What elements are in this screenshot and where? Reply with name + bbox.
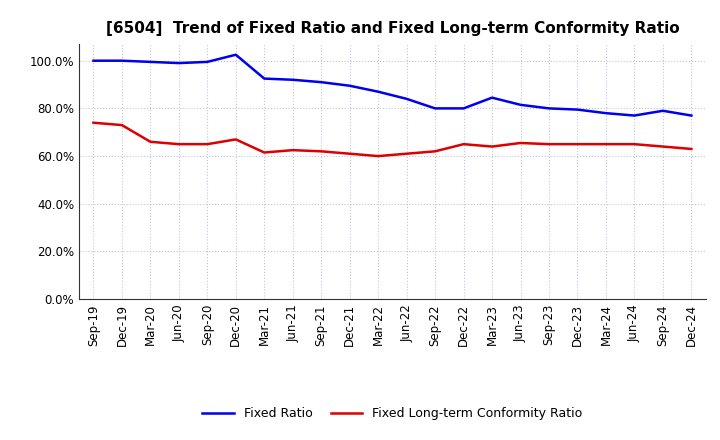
Fixed Long-term Conformity Ratio [487, 144, 496, 149]
Fixed Long-term Conformity Ratio [203, 142, 212, 147]
Fixed Long-term Conformity Ratio [402, 151, 411, 156]
Fixed Long-term Conformity Ratio [545, 142, 554, 147]
Fixed Long-term Conformity Ratio [374, 154, 382, 159]
Legend: Fixed Ratio, Fixed Long-term Conformity Ratio: Fixed Ratio, Fixed Long-term Conformity … [197, 403, 588, 425]
Fixed Ratio [260, 76, 269, 81]
Fixed Ratio [117, 58, 126, 63]
Fixed Ratio [89, 58, 98, 63]
Fixed Ratio [174, 60, 183, 66]
Line: Fixed Ratio: Fixed Ratio [94, 55, 691, 116]
Title: [6504]  Trend of Fixed Ratio and Fixed Long-term Conformity Ratio: [6504] Trend of Fixed Ratio and Fixed Lo… [106, 21, 679, 36]
Fixed Long-term Conformity Ratio [516, 140, 525, 146]
Fixed Long-term Conformity Ratio [146, 139, 155, 144]
Fixed Long-term Conformity Ratio [630, 142, 639, 147]
Fixed Ratio [346, 83, 354, 88]
Fixed Long-term Conformity Ratio [117, 122, 126, 128]
Fixed Long-term Conformity Ratio [602, 142, 611, 147]
Fixed Ratio [289, 77, 297, 82]
Fixed Ratio [659, 108, 667, 114]
Fixed Ratio [431, 106, 439, 111]
Fixed Ratio [516, 102, 525, 107]
Line: Fixed Long-term Conformity Ratio: Fixed Long-term Conformity Ratio [94, 123, 691, 156]
Fixed Long-term Conformity Ratio [89, 120, 98, 125]
Fixed Ratio [630, 113, 639, 118]
Fixed Long-term Conformity Ratio [174, 142, 183, 147]
Fixed Long-term Conformity Ratio [260, 150, 269, 155]
Fixed Ratio [203, 59, 212, 65]
Fixed Long-term Conformity Ratio [317, 149, 325, 154]
Fixed Long-term Conformity Ratio [431, 149, 439, 154]
Fixed Ratio [487, 95, 496, 100]
Fixed Ratio [545, 106, 554, 111]
Fixed Ratio [146, 59, 155, 65]
Fixed Long-term Conformity Ratio [346, 151, 354, 156]
Fixed Long-term Conformity Ratio [687, 147, 696, 152]
Fixed Ratio [687, 113, 696, 118]
Fixed Long-term Conformity Ratio [659, 144, 667, 149]
Fixed Ratio [232, 52, 240, 57]
Fixed Ratio [317, 80, 325, 85]
Fixed Ratio [459, 106, 468, 111]
Fixed Ratio [602, 110, 611, 116]
Fixed Long-term Conformity Ratio [459, 142, 468, 147]
Fixed Ratio [402, 96, 411, 102]
Fixed Long-term Conformity Ratio [232, 137, 240, 142]
Fixed Long-term Conformity Ratio [289, 147, 297, 153]
Fixed Long-term Conformity Ratio [573, 142, 582, 147]
Fixed Ratio [573, 107, 582, 112]
Fixed Ratio [374, 89, 382, 94]
